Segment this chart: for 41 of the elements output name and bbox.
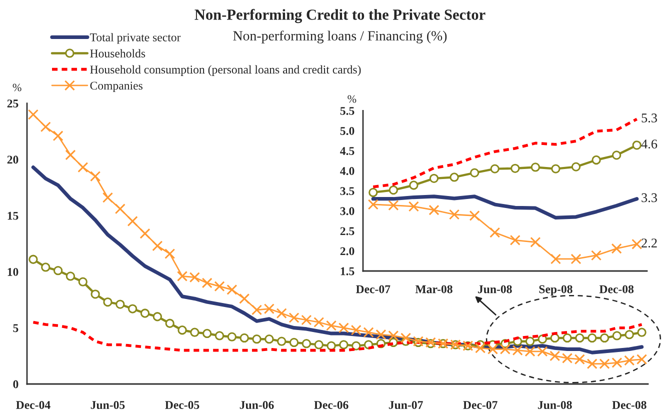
y-tick-label: 5 bbox=[13, 324, 18, 332]
y-tick-label: 4.5 bbox=[340, 147, 354, 156]
chart-subtitle: Non-performing loans / Financing (%) bbox=[233, 30, 447, 44]
x-tick-label: Mar-08 bbox=[415, 285, 452, 294]
data-label: 4.6 bbox=[641, 140, 658, 149]
legend-label: Households bbox=[90, 49, 146, 58]
x-tick-label: Jun-07 bbox=[388, 401, 423, 410]
data-label: 3.3 bbox=[642, 193, 657, 202]
y-tick-label: 0 bbox=[13, 380, 18, 388]
y-tick-label: 2.5 bbox=[340, 227, 354, 236]
y-tick-label: 3.5 bbox=[340, 187, 354, 196]
x-tick-label: Jun-06 bbox=[240, 401, 274, 410]
y-tick-label: 5.5 bbox=[340, 107, 354, 115]
legend-label: Household consumption (personal loans and credit cards) bbox=[90, 65, 361, 76]
y-tick-label: 10 bbox=[8, 268, 18, 276]
x-tick-label: Dec-04 bbox=[16, 401, 50, 409]
y-tick-label: 4.0 bbox=[340, 167, 354, 176]
x-tick-label: Dec-08 bbox=[599, 285, 634, 294]
y-tick-label: 15 bbox=[8, 212, 18, 220]
x-tick-label: Dec-08 bbox=[612, 401, 646, 409]
x-tick-label: Dec-07 bbox=[356, 285, 390, 294]
data-label: 5.3 bbox=[642, 114, 657, 122]
chart-title: Non-Performing Credit to the Private Sector bbox=[194, 8, 486, 24]
data-label: 2.2 bbox=[642, 238, 657, 248]
y-axis-title: % bbox=[348, 95, 356, 103]
y-tick-label: 5.0 bbox=[340, 126, 354, 135]
y-axis-title: % bbox=[12, 84, 22, 92]
x-tick-label: Dec-05 bbox=[165, 401, 200, 409]
x-tick-label: Dec-06 bbox=[314, 401, 348, 409]
legend-label: Total private sector bbox=[90, 33, 181, 44]
y-tick-label: 2.0 bbox=[340, 247, 354, 256]
x-tick-label: Jun-05 bbox=[90, 401, 125, 410]
x-tick-label: Jun-08 bbox=[538, 401, 572, 410]
legend-label: Companies bbox=[90, 82, 142, 92]
y-tick-label: 20 bbox=[7, 156, 18, 164]
y-tick-label: 1.5 bbox=[340, 267, 354, 276]
y-tick-label: 3.0 bbox=[340, 207, 354, 216]
x-tick-label: Jun-08 bbox=[478, 285, 512, 294]
y-tick-label: 25 bbox=[7, 100, 18, 108]
x-tick-label: Sep-08 bbox=[539, 285, 572, 296]
x-tick-label: Dec-07 bbox=[463, 401, 498, 409]
